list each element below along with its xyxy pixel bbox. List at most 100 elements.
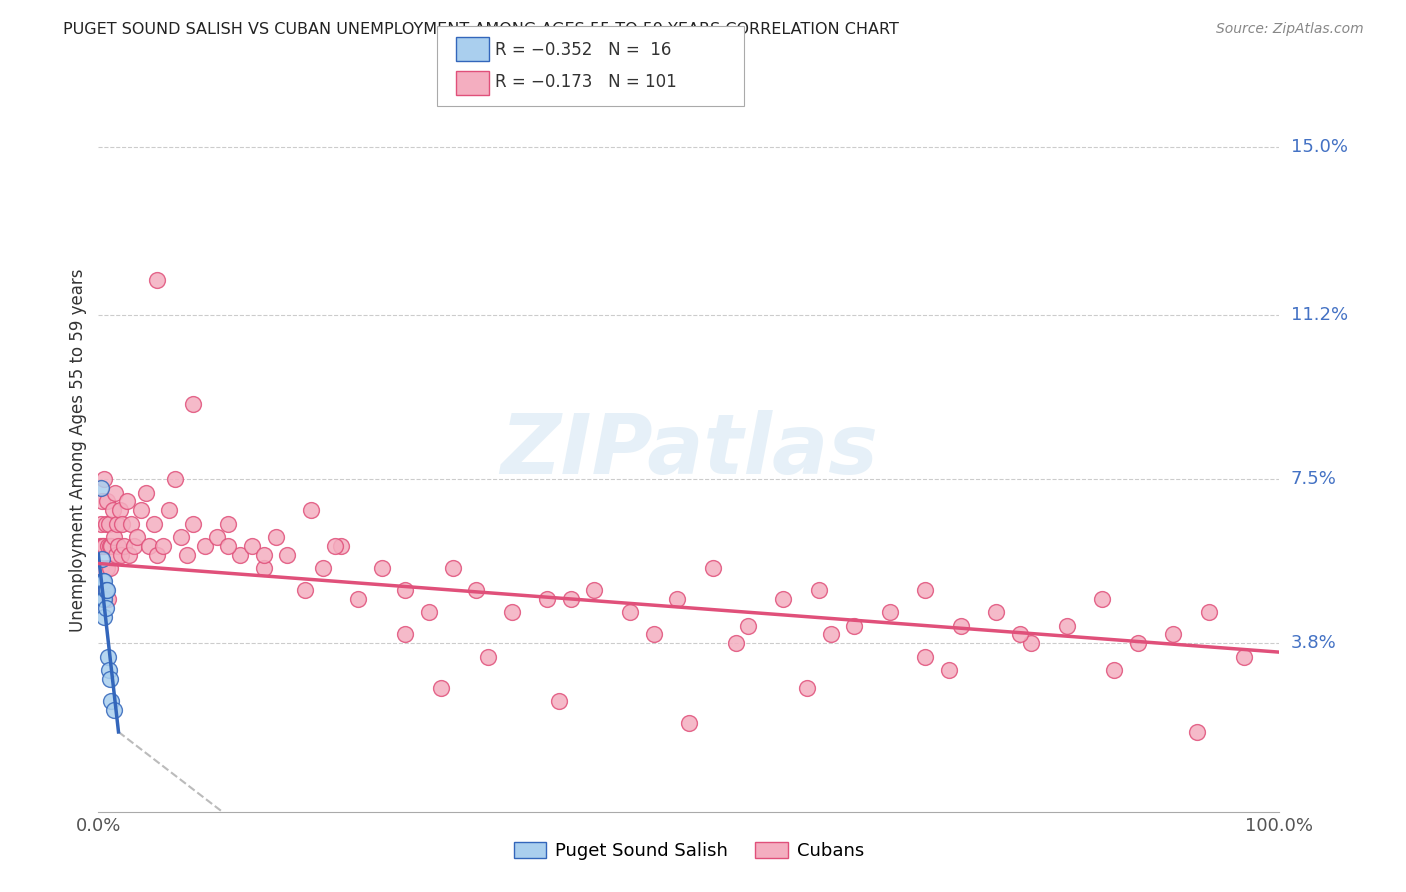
Point — [97, 649, 120, 664]
Point — [91, 539, 114, 553]
Point — [91, 574, 114, 589]
Point — [737, 618, 759, 632]
Point — [94, 583, 117, 598]
Point — [127, 530, 149, 544]
Point — [807, 583, 830, 598]
Point — [371, 561, 394, 575]
Point — [101, 503, 124, 517]
Point — [181, 397, 204, 411]
Point — [122, 539, 145, 553]
Point — [93, 472, 115, 486]
Point — [702, 561, 724, 575]
Point — [96, 494, 118, 508]
Point — [98, 561, 121, 575]
Point — [91, 591, 114, 606]
Point — [323, 539, 346, 553]
Point — [157, 503, 180, 517]
Point — [643, 627, 665, 641]
Point — [91, 574, 114, 589]
Point — [465, 583, 488, 598]
Text: 3.8%: 3.8% — [1291, 634, 1336, 652]
Point — [949, 618, 972, 632]
Point — [299, 503, 322, 517]
Point — [98, 663, 121, 677]
Point — [253, 561, 276, 575]
Point — [1056, 618, 1078, 632]
Point — [441, 561, 464, 575]
Point — [152, 539, 174, 553]
Point — [93, 539, 115, 553]
Point — [118, 548, 141, 562]
Text: Source: ZipAtlas.com: Source: ZipAtlas.com — [1216, 22, 1364, 37]
Point — [253, 548, 276, 562]
Point — [181, 516, 204, 531]
Point — [103, 703, 125, 717]
Point — [796, 681, 818, 695]
Text: ZIPatlas: ZIPatlas — [501, 410, 877, 491]
Point — [94, 600, 117, 615]
Point — [103, 530, 125, 544]
Point — [170, 530, 193, 544]
Point — [312, 561, 335, 575]
Point — [276, 548, 298, 562]
Point — [1021, 636, 1043, 650]
Point — [90, 481, 112, 495]
Point — [619, 605, 641, 619]
Point — [294, 583, 316, 598]
Point — [91, 552, 114, 566]
Point — [879, 605, 901, 619]
Text: R = −0.352   N =  16: R = −0.352 N = 16 — [495, 41, 671, 59]
Point — [104, 485, 127, 500]
Point — [105, 516, 128, 531]
Point — [820, 627, 842, 641]
Point — [146, 273, 169, 287]
Point — [205, 530, 228, 544]
Point — [1102, 663, 1125, 677]
Point — [772, 591, 794, 606]
Point — [93, 574, 115, 589]
Point — [240, 539, 263, 553]
Point — [115, 494, 138, 508]
Text: 7.5%: 7.5% — [1291, 470, 1337, 488]
Y-axis label: Unemployment Among Ages 55 to 59 years: Unemployment Among Ages 55 to 59 years — [69, 268, 87, 632]
Point — [666, 591, 689, 606]
Point — [129, 503, 152, 517]
Point — [165, 472, 187, 486]
Point — [536, 591, 558, 606]
Point — [1091, 591, 1114, 606]
Point — [111, 516, 134, 531]
Text: 11.2%: 11.2% — [1291, 306, 1348, 325]
Point — [110, 548, 132, 562]
Point — [100, 539, 122, 553]
Point — [94, 516, 117, 531]
Point — [176, 548, 198, 562]
Point — [938, 663, 960, 677]
Point — [1198, 605, 1220, 619]
Point — [548, 694, 571, 708]
Point — [1233, 649, 1256, 664]
Point — [1008, 627, 1031, 641]
Point — [90, 561, 112, 575]
Point — [1126, 636, 1149, 650]
Point — [430, 681, 453, 695]
Point — [89, 539, 111, 553]
Point — [142, 516, 165, 531]
Point — [97, 539, 120, 553]
Point — [1185, 725, 1208, 739]
Point — [217, 539, 239, 553]
Point — [107, 539, 129, 553]
Point — [229, 548, 252, 562]
Point — [112, 539, 135, 553]
Point — [97, 591, 120, 606]
Text: 15.0%: 15.0% — [1291, 138, 1347, 156]
Point — [914, 649, 936, 664]
Point — [329, 539, 352, 553]
Point — [93, 591, 115, 606]
Point — [121, 516, 143, 531]
Point — [135, 485, 157, 500]
Point — [217, 516, 239, 531]
Point — [93, 609, 115, 624]
Point — [194, 539, 217, 553]
Point — [725, 636, 748, 650]
Point — [91, 539, 114, 553]
